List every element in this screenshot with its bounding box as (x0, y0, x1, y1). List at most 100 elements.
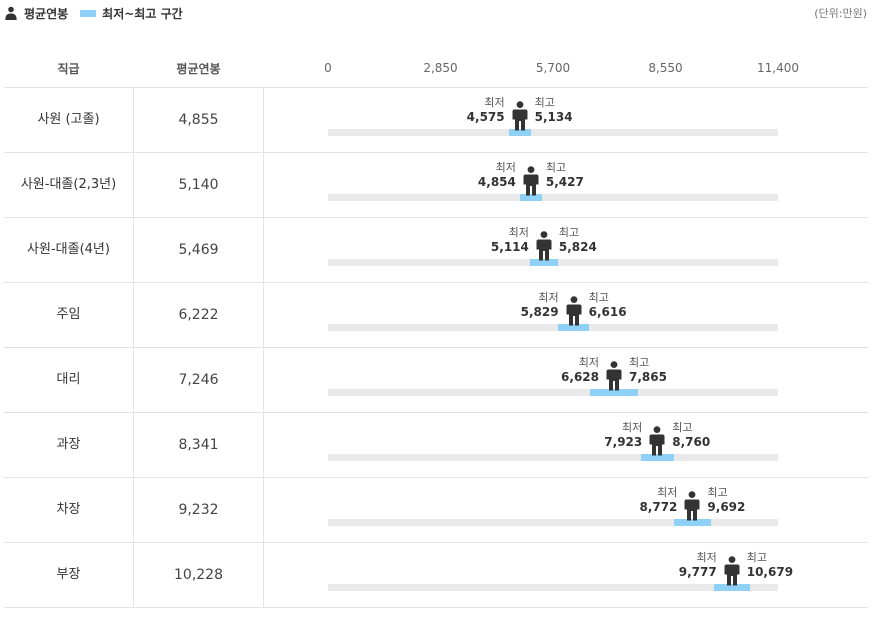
person-icon (536, 231, 552, 261)
max-caption: 최고 (558, 226, 580, 239)
max-value: 10,679 (746, 565, 794, 579)
average-cell: 4,855 (134, 88, 264, 152)
max-value: 5,427 (545, 175, 584, 189)
min-value: 5,829 (520, 305, 559, 319)
max-label: 최고 5,427 (546, 161, 584, 189)
range-track (328, 194, 778, 201)
min-caption: 최저 (538, 291, 559, 304)
average-cell: 5,140 (134, 153, 264, 217)
table-body: 사원 (고졸) 4,855 최저 4,575 최고 5,134 사원-대졸(2,3년) 5,1… (4, 88, 868, 608)
range-bar (640, 454, 674, 461)
max-value: 5,824 (558, 240, 597, 254)
person-icon (684, 491, 700, 521)
min-caption: 최저 (657, 486, 678, 499)
min-caption: 최저 (508, 226, 529, 239)
min-caption: 최저 (622, 421, 643, 434)
range-bar (674, 519, 711, 526)
average-cell: 5,469 (134, 218, 264, 282)
table-row: 주임 6,222 최저 5,829 최고 6,616 (4, 283, 868, 348)
range-track (328, 129, 778, 136)
min-label: 최저 4,854 (478, 161, 516, 189)
person-icon (523, 166, 539, 196)
position-cell: 과장 (4, 413, 134, 477)
max-caption: 최고 (707, 486, 728, 499)
range-bar (589, 389, 639, 396)
max-caption: 최고 (545, 161, 567, 174)
position-cell: 부장 (4, 543, 134, 607)
range-bar (558, 324, 590, 331)
max-caption: 최고 (629, 356, 650, 369)
min-value: 6,628 (561, 370, 600, 384)
min-caption: 최저 (696, 551, 717, 564)
average-cell: 6,222 (134, 283, 264, 347)
range-track (328, 454, 778, 461)
x-tick-label: 0 (324, 61, 332, 75)
max-label: 최고 5,824 (559, 226, 597, 254)
position-cell: 사원-대졸(2,3년) (4, 153, 134, 217)
legend-average-label: 평균연봉 (24, 6, 69, 21)
legend: 평균연봉 최저~최고 구간 (4, 4, 183, 22)
table-row: 과장 8,341 최저 7,923 최고 8,760 (4, 413, 868, 478)
person-icon (649, 426, 665, 456)
range-track (328, 389, 778, 396)
table-row: 차장 9,232 최저 8,772 최고 9,692 (4, 478, 868, 543)
position-cell: 사원 (고졸) (4, 88, 134, 152)
min-label: 최저 6,628 (561, 356, 599, 384)
x-tick-label: 11,400 (757, 61, 799, 75)
min-label: 최저 9,777 (679, 551, 717, 579)
range-track (328, 324, 778, 331)
max-caption: 최고 (588, 291, 609, 304)
min-value: 5,114 (490, 240, 529, 254)
range-track (328, 584, 778, 591)
max-label: 최고 5,134 (535, 96, 573, 124)
max-caption: 최고 (746, 551, 767, 564)
max-value: 7,865 (629, 370, 667, 384)
range-track (328, 259, 778, 266)
average-cell: 10,228 (134, 543, 264, 607)
table-row: 사원 (고졸) 4,855 최저 4,575 최고 5,134 (4, 88, 868, 153)
range-bar (529, 259, 558, 266)
max-caption: 최고 (672, 421, 693, 434)
max-label: 최고 6,616 (589, 291, 627, 319)
person-icon (606, 361, 622, 391)
max-label: 최고 7,865 (629, 356, 667, 384)
table-row: 사원-대졸(4년) 5,469 최저 5,114 최고 5,824 (4, 218, 868, 283)
max-value: 5,134 (534, 110, 573, 124)
max-caption: 최고 (534, 96, 555, 109)
x-tick-label: 8,550 (648, 61, 683, 75)
position-cell: 주임 (4, 283, 134, 347)
min-label: 최저 4,575 (467, 96, 505, 124)
min-caption: 최저 (484, 96, 505, 109)
range-bar (713, 584, 750, 591)
position-cell: 사원-대졸(4년) (4, 218, 134, 282)
max-label: 최고 10,679 (747, 551, 793, 579)
min-label: 최저 8,772 (639, 486, 677, 514)
min-label: 최저 5,829 (521, 291, 559, 319)
range-bar (508, 129, 531, 136)
person-icon (566, 296, 582, 326)
max-label: 최고 9,692 (707, 486, 745, 514)
person-icon (512, 101, 528, 131)
average-cell: 7,246 (134, 348, 264, 412)
table-row: 사원-대졸(2,3년) 5,140 최저 4,854 최고 5,427 (4, 153, 868, 218)
table-row: 대리 7,246 최저 6,628 최고 7,865 (4, 348, 868, 413)
min-caption: 최저 (495, 161, 516, 174)
range-track (328, 519, 778, 526)
max-value: 9,692 (707, 500, 746, 514)
range-bar (519, 194, 543, 201)
header-position: 직급 (57, 62, 80, 76)
max-label: 최고 8,760 (672, 421, 710, 449)
min-value: 9,777 (678, 565, 717, 579)
min-value: 4,854 (477, 175, 516, 189)
salary-table: 직급 평균연봉 0 2,850 5,700 8,550 11,400 사원 (고졸) 4,… (4, 48, 868, 608)
min-label: 최저 5,114 (491, 226, 529, 254)
max-value: 8,760 (672, 435, 711, 449)
x-tick-label: 5,700 (535, 61, 571, 75)
legend-range-swatch (80, 9, 97, 17)
table-header: 직급 평균연봉 0 2,850 5,700 8,550 11,400 (4, 48, 868, 88)
min-caption: 최저 (578, 356, 600, 369)
table-row: 부장 10,228 최저 9,777 최고 10,679 (4, 543, 868, 608)
min-label: 최저 7,923 (604, 421, 642, 449)
min-value: 7,923 (604, 435, 643, 449)
unit-label: (단위:만원) (814, 7, 867, 20)
